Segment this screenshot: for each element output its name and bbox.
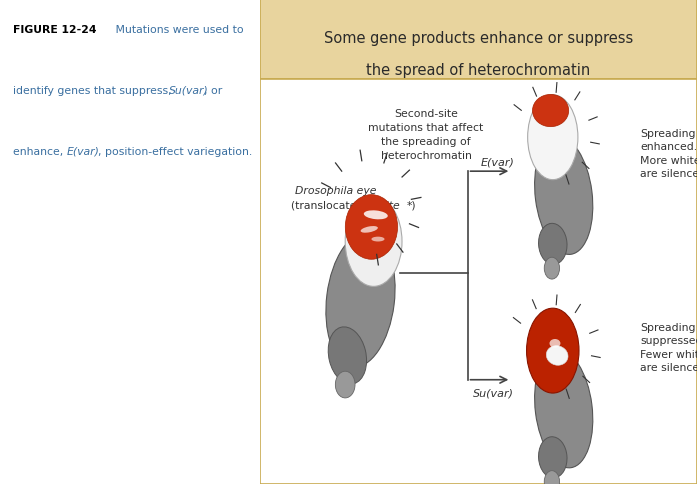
- Text: FIGURE 12-24: FIGURE 12-24: [13, 25, 97, 35]
- Ellipse shape: [535, 137, 593, 255]
- Text: Some gene products enhance or suppress: Some gene products enhance or suppress: [324, 31, 633, 46]
- Text: , position-effect variegation.: , position-effect variegation.: [98, 147, 252, 157]
- Ellipse shape: [544, 470, 560, 484]
- Ellipse shape: [364, 211, 388, 220]
- Text: Su(var): Su(var): [473, 388, 514, 398]
- Text: Second-site
mutations that affect
the spreading of
heterochromatin: Second-site mutations that affect the sp…: [369, 109, 484, 161]
- Bar: [260, 0, 697, 80]
- Text: identify genes that suppress,: identify genes that suppress,: [13, 86, 175, 96]
- Text: the spread of heterochromatin: the spread of heterochromatin: [367, 63, 590, 77]
- Ellipse shape: [335, 372, 355, 398]
- Ellipse shape: [345, 197, 402, 287]
- Text: Mutations were used to: Mutations were used to: [112, 25, 244, 35]
- Ellipse shape: [533, 95, 569, 127]
- Text: Spreading
enhanced.
More white*
are silenced.: Spreading enhanced. More white* are sile…: [640, 128, 697, 179]
- Ellipse shape: [544, 257, 560, 279]
- Text: Spreading
suppressed.
Fewer white*
are silenced.: Spreading suppressed. Fewer white* are s…: [640, 322, 697, 373]
- Text: white: white: [370, 200, 400, 211]
- Text: E(var): E(var): [67, 147, 100, 157]
- Ellipse shape: [549, 339, 560, 348]
- Ellipse shape: [526, 309, 579, 393]
- Ellipse shape: [360, 227, 378, 233]
- Ellipse shape: [535, 350, 593, 468]
- Ellipse shape: [539, 224, 567, 265]
- Text: Drosophila eye: Drosophila eye: [295, 186, 376, 196]
- Ellipse shape: [528, 96, 578, 181]
- Text: , or: , or: [204, 86, 222, 96]
- Text: E(var): E(var): [481, 157, 514, 167]
- Ellipse shape: [546, 346, 568, 365]
- Ellipse shape: [326, 233, 395, 367]
- Ellipse shape: [372, 237, 385, 242]
- Bar: [260, 80, 697, 484]
- Text: (translocated: (translocated: [291, 200, 367, 211]
- Ellipse shape: [328, 327, 367, 384]
- Ellipse shape: [345, 195, 397, 260]
- Text: *): *): [406, 200, 416, 211]
- Text: enhance,: enhance,: [13, 147, 67, 157]
- Text: Su(var): Su(var): [169, 86, 208, 96]
- Ellipse shape: [539, 437, 567, 478]
